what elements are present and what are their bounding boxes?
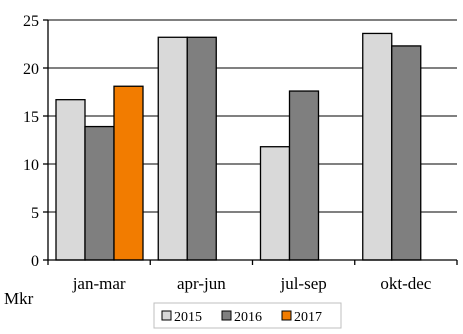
bar-2017-jan-mar [113, 85, 144, 261]
legend-label-2015: 2015 [174, 310, 202, 325]
axes [43, 19, 458, 265]
bar-2016-apr-jun [186, 36, 217, 261]
bar-2016-jan-mar [84, 125, 115, 261]
x-category-label: jan-mar [72, 274, 126, 293]
bar-2015-okt-dec [362, 32, 393, 261]
legend-swatch-2017 [281, 310, 292, 321]
y-tick-labels: 0 5 10 15 20 25 [23, 13, 39, 270]
legend-swatch-2015 [161, 310, 172, 321]
legend: 2015 2016 2017 [153, 302, 342, 329]
bar-2015-jan-mar [55, 99, 86, 261]
legend-label-2016: 2016 [234, 310, 262, 325]
x-category-label: jul-sep [279, 274, 326, 293]
y-tick-label: 10 [23, 157, 39, 174]
y-tick-label: 25 [23, 13, 39, 30]
bar-2015-jul-sep [259, 146, 291, 261]
y-tick-label: 15 [23, 109, 39, 126]
x-category-label: okt-dec [380, 274, 431, 293]
bars [55, 32, 422, 261]
bar-2015-apr-jun [157, 36, 188, 261]
bar-2016-jul-sep [288, 90, 320, 261]
bar-2016-okt-dec [391, 45, 422, 261]
y-tick-label: 0 [31, 253, 39, 270]
legend-swatch-2016 [221, 310, 232, 321]
x-category-labels: jan-mar apr-jun jul-sep okt-dec [72, 274, 432, 293]
y-tick-label: 20 [23, 61, 39, 78]
unit-label: Mkr [4, 289, 34, 308]
legend-box [153, 302, 342, 329]
y-tick-label: 5 [31, 205, 39, 222]
legend-label-2017: 2017 [294, 310, 322, 325]
x-category-label: apr-jun [177, 274, 226, 293]
